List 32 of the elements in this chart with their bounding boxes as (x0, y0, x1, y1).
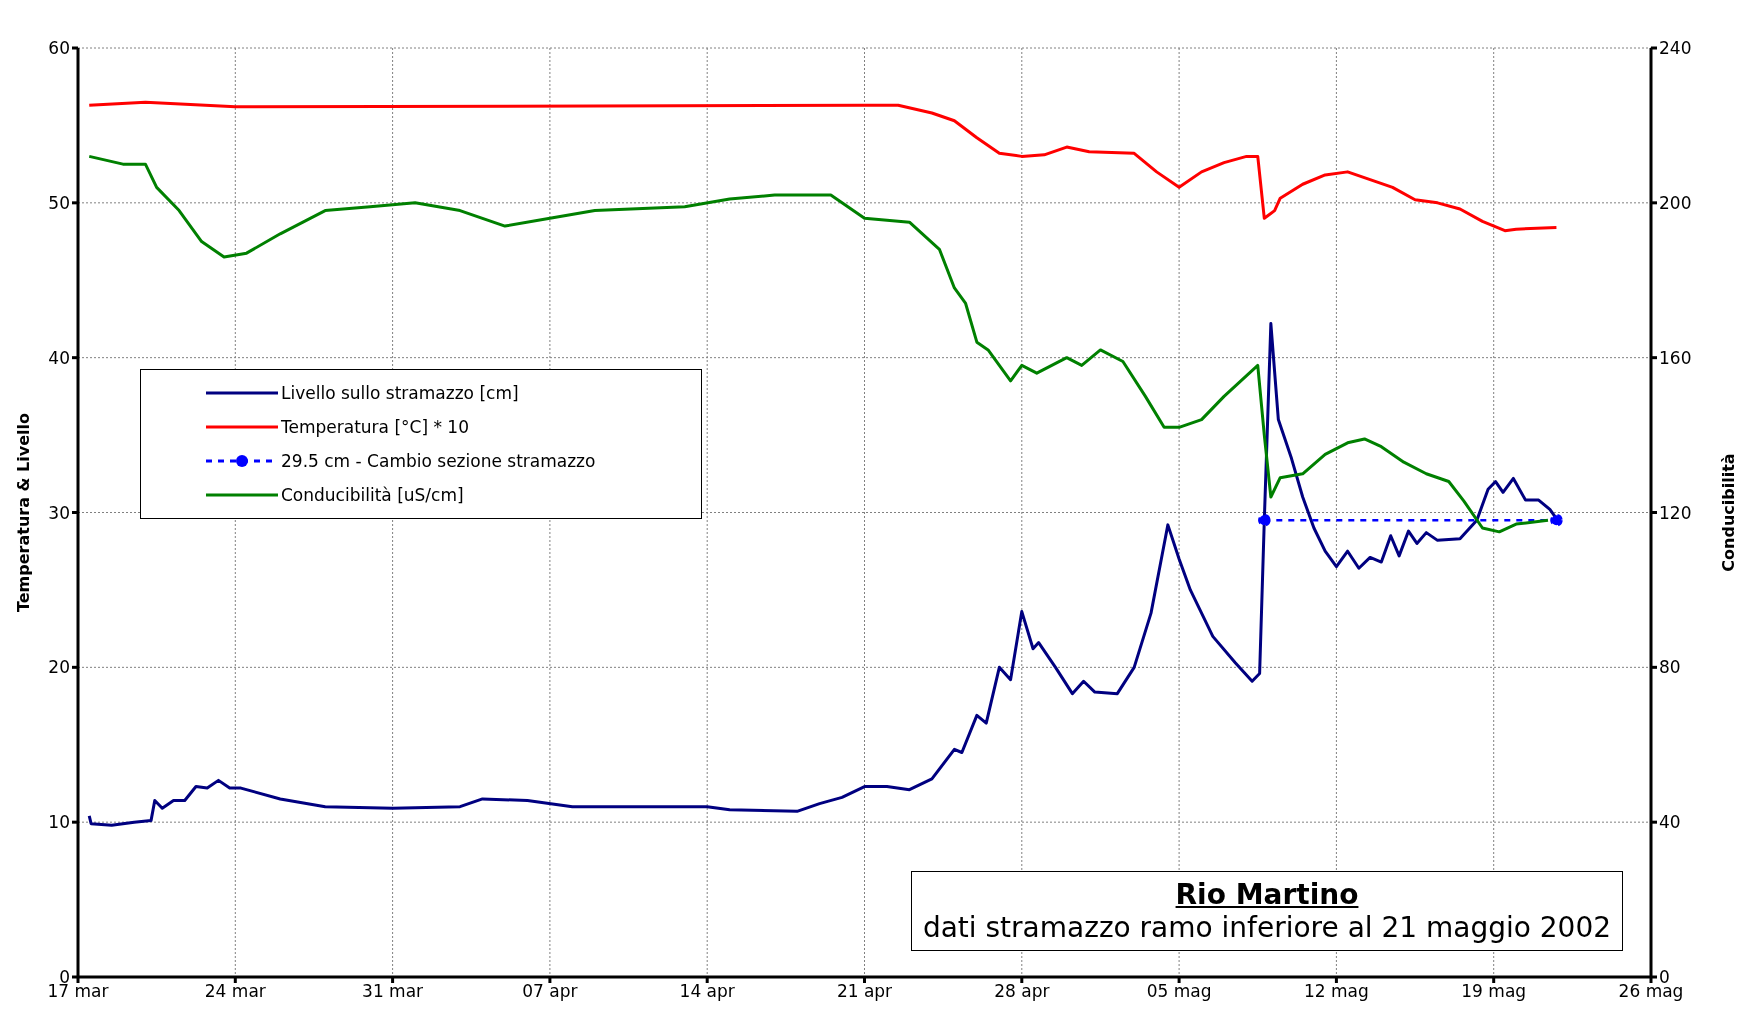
x-tick-label: 28 apr (994, 981, 1050, 1002)
y-tick-label: 20 (48, 657, 70, 678)
x-tick-label: 21 apr (836, 981, 893, 1002)
y2-axis-title: Conducibilità (1718, 452, 1738, 574)
x-tick-label: 19 mag (1461, 981, 1527, 1002)
y2-tick-label: 200 (1659, 192, 1692, 213)
legend-label: Temperatura [°C] * 10 (281, 417, 469, 437)
annotation: dati stramazzo ramo inferiore al 21 maggio 2002 (921, 911, 1613, 944)
x-tick-label: 24 mar (204, 981, 266, 1002)
legend-label: 29.5 cm - Cambio sezione stramazzo (281, 451, 596, 471)
x-tick-label: 31 mar (362, 981, 424, 1002)
y-tick-label: 40 (48, 347, 70, 368)
note-box: Rio Martino dati stramazzo ramo inferiore al 21 maggio 2002 (911, 871, 1623, 951)
y-tick-label: 60 (48, 38, 70, 59)
y-tick-label: 50 (48, 192, 70, 213)
y2-tick-label: 80 (1659, 657, 1681, 678)
y-axis-title: Temperatura & Livello (13, 412, 33, 615)
y-tick-label: 30 (48, 502, 70, 523)
y2-tick-label: 120 (1659, 502, 1692, 523)
y2-tick-label: 0 (1659, 967, 1670, 988)
legend-label: Conducibilità [uS/cm] (281, 485, 464, 505)
y2-tick-label: 240 (1659, 38, 1692, 59)
y2-tick-label: 160 (1659, 347, 1692, 368)
annotation: Rio Martino (1174, 878, 1360, 911)
x-tick-label: 12 mag (1303, 981, 1369, 1002)
x-tick-label: 14 apr (679, 981, 735, 1002)
legend-label: Livello sullo stramazzo [cm] (281, 383, 519, 403)
y2-tick-label: 40 (1659, 812, 1681, 833)
y-tick-label: 10 (48, 812, 70, 833)
x-tick-label: 07 apr (522, 981, 578, 1002)
line-series (87, 100, 1558, 233)
x-tick-label: 05 mag (1146, 981, 1212, 1002)
